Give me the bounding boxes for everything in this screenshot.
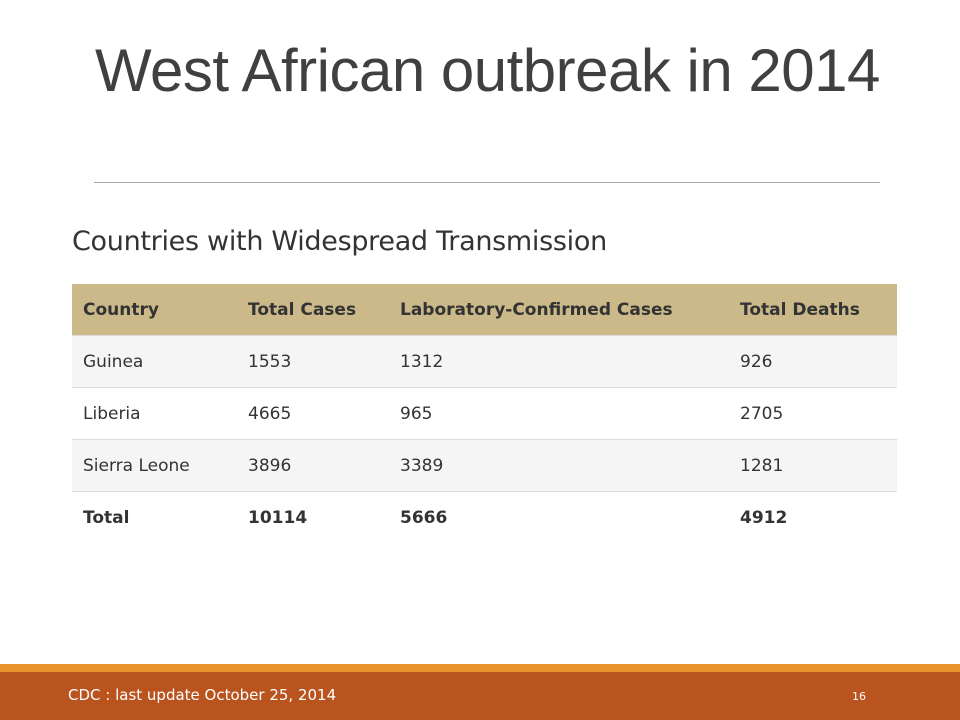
cell-total-deaths: 2705: [729, 387, 897, 440]
column-header-total-cases: Total Cases: [237, 284, 389, 336]
cell-total-cases: 1553: [237, 335, 389, 388]
cell-country: Liberia: [72, 387, 237, 440]
cell-lab-confirmed: 965: [389, 387, 729, 440]
column-header-total-deaths: Total Deaths: [729, 284, 897, 336]
footer-band: [0, 672, 960, 720]
footer-source-text: CDC : last update October 25, 2014: [68, 686, 337, 704]
table-row: Guinea 1553 1312 926: [72, 335, 897, 388]
footer-accent-bar: [0, 664, 960, 672]
cell-lab-confirmed: 3389: [389, 439, 729, 492]
table-row: Sierra Leone 3896 3389 1281: [72, 439, 897, 492]
cell-total-cases: 4665: [237, 387, 389, 440]
cell-total-deaths: 926: [729, 335, 897, 388]
page-number: 16: [852, 690, 866, 703]
column-header-country: Country: [72, 284, 237, 336]
table-total-row: Total 10114 5666 4912: [72, 491, 897, 543]
outbreak-table: Country Total Cases Laboratory-Confirmed…: [72, 284, 897, 543]
cell-total-label: Total: [72, 491, 237, 543]
table-header-row: Country Total Cases Laboratory-Confirmed…: [72, 284, 897, 336]
title-divider: [94, 182, 880, 183]
cell-total-deaths-sum: 4912: [729, 491, 897, 543]
cell-country: Sierra Leone: [72, 439, 237, 492]
cell-country: Guinea: [72, 335, 237, 388]
section-heading: Countries with Widespread Transmission: [72, 226, 607, 257]
cell-total-cases-sum: 10114: [237, 491, 389, 543]
slide-title: West African outbreak in 2014: [95, 37, 880, 104]
cell-lab-confirmed: 1312: [389, 335, 729, 388]
cell-lab-confirmed-sum: 5666: [389, 491, 729, 543]
column-header-lab-confirmed: Laboratory-Confirmed Cases: [389, 284, 729, 336]
table-row: Liberia 4665 965 2705: [72, 387, 897, 440]
cell-total-cases: 3896: [237, 439, 389, 492]
cell-total-deaths: 1281: [729, 439, 897, 492]
